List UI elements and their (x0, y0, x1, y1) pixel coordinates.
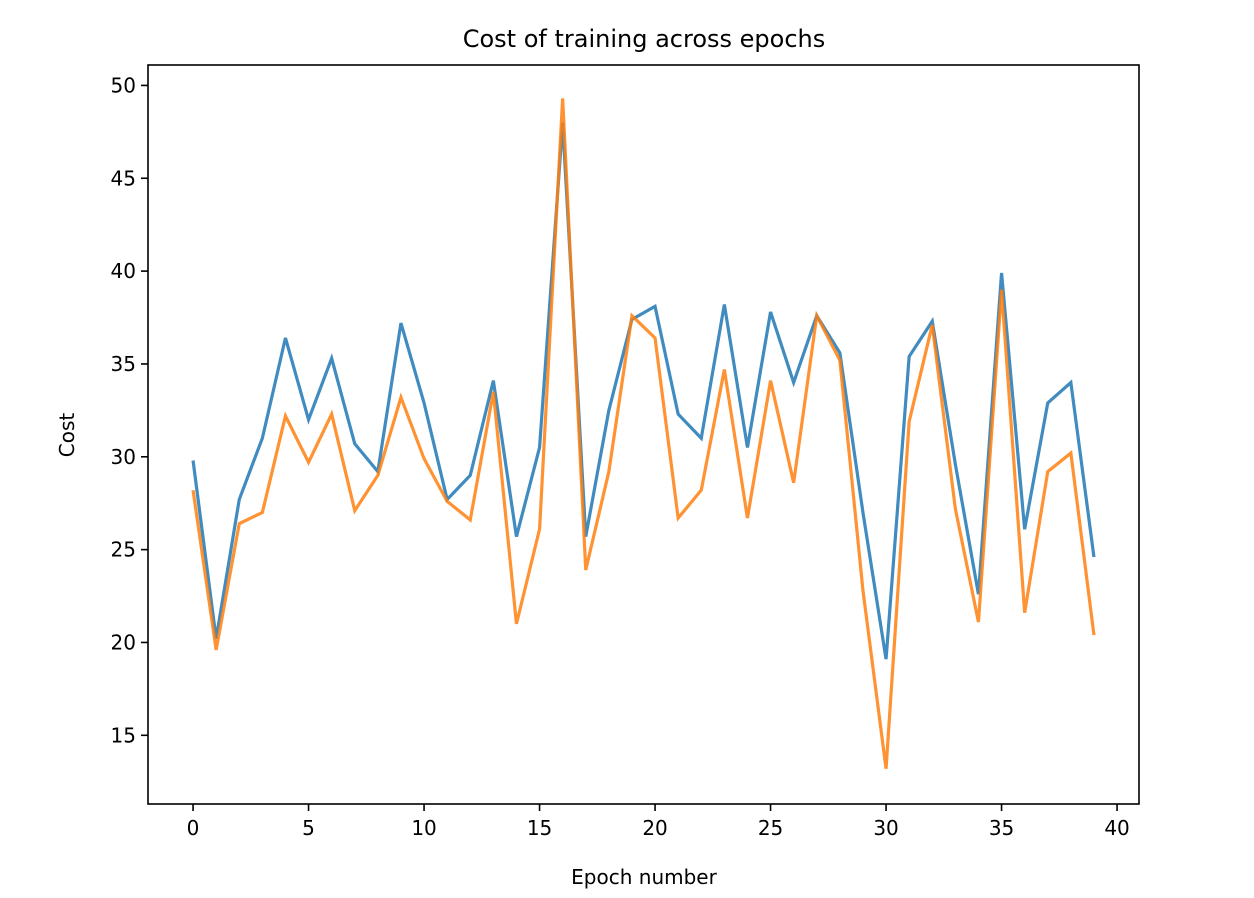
y-tick-label: 15 (111, 723, 136, 747)
series-layer (191, 98, 1096, 769)
series-line-1 (191, 122, 1096, 660)
y-tick-label: 25 (111, 538, 136, 562)
x-tick-label: 10 (411, 816, 436, 840)
series-line-2 (191, 98, 1096, 769)
x-tick-label: 20 (642, 816, 667, 840)
plot-frame (147, 64, 1140, 805)
y-axis-label: Cost (55, 413, 79, 458)
y-tick-label: 40 (111, 259, 136, 283)
y-tick-label: 20 (111, 630, 136, 654)
x-axis: 0 5 10 15 20 25 30 35 40 (187, 804, 1130, 840)
x-tick-label: 30 (873, 816, 898, 840)
x-tick-label: 35 (989, 816, 1014, 840)
x-tick-label: 15 (527, 816, 552, 840)
x-tick-label: 25 (758, 816, 783, 840)
x-tick-label: 0 (187, 816, 200, 840)
y-tick-label: 45 (111, 166, 136, 190)
y-tick-label: 50 (111, 73, 136, 97)
chart-title: Cost of training across epochs (463, 25, 826, 53)
y-tick-label: 35 (111, 352, 136, 376)
y-axis: 15 20 25 30 35 40 45 50 (111, 73, 148, 747)
y-tick-label: 30 (111, 445, 136, 469)
x-tick-label: 40 (1104, 816, 1129, 840)
x-tick-label: 5 (302, 816, 315, 840)
x-axis-label: Epoch number (571, 865, 717, 889)
